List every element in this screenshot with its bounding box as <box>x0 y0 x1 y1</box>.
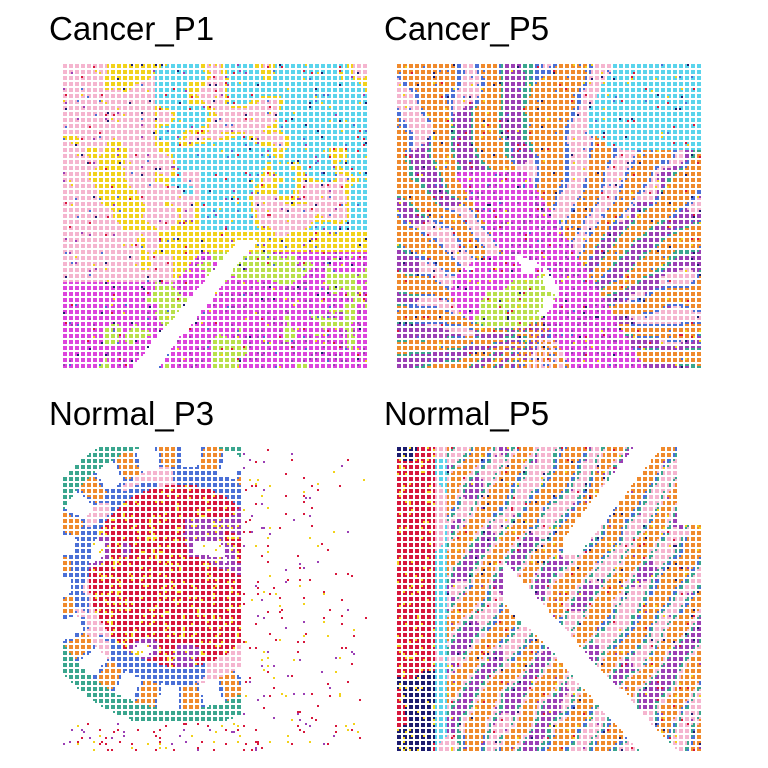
panel-title-cancer-p1: Cancer_P1 <box>49 10 215 47</box>
spatial-cluster-map-cancer-p1 <box>63 64 369 368</box>
panel-title-cancer-p5: Cancer_P5 <box>384 10 550 47</box>
spatial-cluster-map-normal-p5 <box>397 447 703 753</box>
spatial-cluster-map-normal-p3 <box>63 447 369 753</box>
spatial-cluster-map-cancer-p5 <box>397 64 703 368</box>
panel-title-normal-p5: Normal_P5 <box>384 395 550 432</box>
panel-title-normal-p3: Normal_P3 <box>49 395 215 432</box>
